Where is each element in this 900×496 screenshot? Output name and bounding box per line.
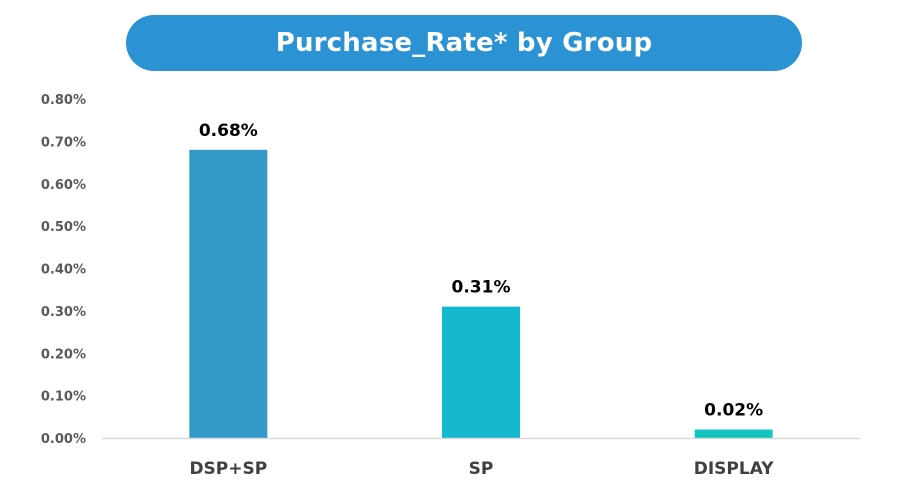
data-label: 0.68%	[199, 121, 258, 141]
y-tick-label: 0.10%	[41, 390, 86, 405]
y-tick-label: 0.30%	[41, 305, 86, 320]
data-label: 0.02%	[704, 401, 763, 421]
bar-sp	[442, 306, 520, 438]
x-tick-label: DSP+SP	[189, 459, 267, 479]
y-tick-label: 0.80%	[41, 93, 86, 108]
bars	[189, 149, 773, 438]
y-tick-label: 0.60%	[41, 178, 86, 193]
data-labels: 0.68% 0.31% 0.02%	[199, 121, 763, 421]
bar-dsp-sp	[189, 149, 268, 438]
x-axis: DSP+SP SP DISPLAY	[189, 459, 774, 479]
chart-title: Purchase_Rate* by Group	[126, 15, 802, 71]
data-label: 0.31%	[452, 278, 511, 298]
y-tick-label: 0.20%	[41, 347, 86, 362]
y-tick-label: 0.40%	[41, 263, 86, 278]
x-tick-label: SP	[469, 459, 494, 479]
bar-display	[694, 429, 773, 438]
y-axis: 0.00% 0.10% 0.20% 0.30% 0.40% 0.50% 0.60% 0.70%…	[41, 93, 86, 447]
y-tick-label: 0.50%	[41, 220, 86, 235]
y-tick-label: 0.00%	[41, 432, 86, 447]
y-tick-label: 0.70%	[41, 135, 86, 150]
x-tick-label: DISPLAY	[694, 459, 775, 479]
